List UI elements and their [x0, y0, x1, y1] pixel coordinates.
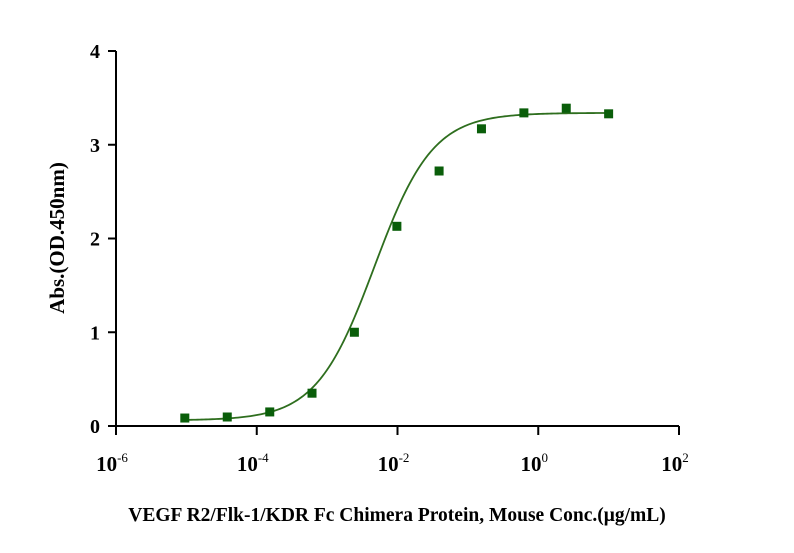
data-point [222, 412, 232, 422]
y-tick-label: 1 [90, 322, 100, 344]
x-axis-title: VEGF R2/Flk-1/KDR Fc Chimera Protein, Mo… [128, 505, 666, 526]
y-tick-label: 0 [90, 416, 100, 438]
data-points [180, 103, 614, 423]
data-point [519, 108, 529, 118]
data-point [476, 124, 486, 134]
data-point [434, 166, 444, 176]
y-axis-title: Abs.(OD.450nm) [45, 162, 69, 314]
data-point [561, 103, 571, 113]
data-point [392, 221, 402, 231]
y-tick-label: 2 [90, 229, 100, 251]
y-tick-label: 4 [90, 41, 100, 63]
data-point [604, 109, 614, 119]
data-point [349, 327, 359, 337]
data-point [265, 407, 275, 417]
x-tick-label: 102 [661, 450, 689, 476]
axes: 0 1 2 3 4 10-6 10-4 10-2 100 102 [90, 41, 689, 476]
x-tick-label: 10-4 [237, 450, 269, 476]
x-tick-label: 10-6 [96, 450, 128, 476]
fit-curve [184, 112, 609, 421]
data-point [307, 388, 317, 398]
data-point [180, 413, 190, 423]
x-tick-label: 100 [521, 450, 549, 476]
x-tick-label: 10-2 [378, 450, 410, 476]
y-tick-label: 3 [90, 135, 100, 157]
